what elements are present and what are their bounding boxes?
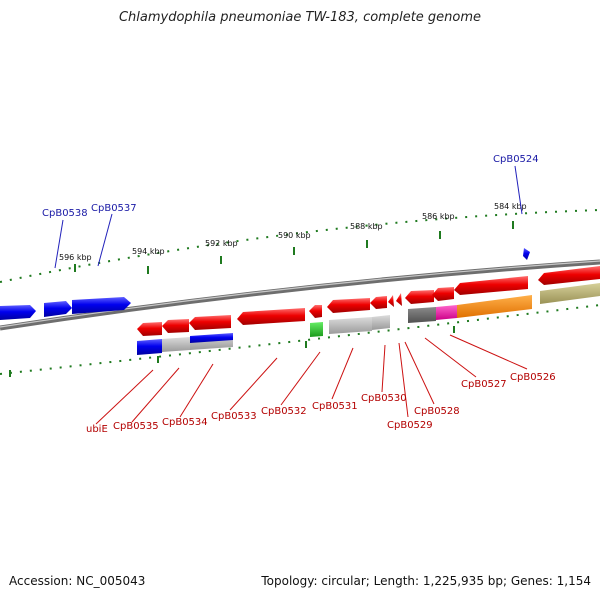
scale-label-594: 594 kbp [132,247,165,256]
gene-label-cpb0526: CpB0526 [510,372,556,383]
gene-label-cpb0524: CpB0524 [493,154,539,165]
gene-cpb0527a [405,290,434,304]
feature-magenta [436,305,457,320]
gene-cpb0535 [162,319,189,333]
feature-green [310,322,323,337]
top-leader-lines [54,165,523,269]
feature-row [137,283,600,355]
scale-major-ticks [74,221,514,274]
gene-label-cpb0535: CpB0535 [113,421,159,432]
feature-grey-mid2 [372,315,390,330]
scale-ring-outer [0,209,600,283]
scale-label-596: 596 kbp [59,253,92,262]
genome-backbone [0,259,600,331]
gene-label-cpb0530: CpB0530 [361,393,407,404]
scale-label-592: 592 kbp [205,239,238,248]
map-title: Chlamydophila pneumoniae TW-183, complet… [118,10,482,25]
feature-grey-left [162,337,190,352]
gene-ubie [137,322,162,336]
scale-label-586: 586 kbp [422,212,455,221]
gene-cpb0527b [432,287,454,301]
gene-cpb0538 [0,305,36,320]
scale-label-588: 588 kbp [350,222,383,231]
gene-cpb0531 [327,298,370,313]
feature-blue-strip [190,333,233,343]
feature-dark [408,307,436,323]
gene-right-edge [538,266,600,285]
scale-inner-ticks [9,326,455,377]
feature-grey-mid [329,317,372,334]
gene-label-cpb0531: CpB0531 [312,401,358,412]
gene-cpb0530 [370,296,387,309]
forward-genes [0,248,530,320]
gene-cpb0533 [237,308,305,325]
scale-label-584: 584 kbp [494,202,527,211]
gene-label-cpb0527: CpB0527 [461,379,507,390]
topology-text: Topology: circular; Length: 1,225,935 bp… [261,574,591,588]
feature-orange [457,295,532,318]
gene-cpb0528 [396,293,402,306]
gene-cpb0524 [523,248,530,260]
gene-label-cpb0528: CpB0528 [414,406,460,417]
bottom-leader-lines [95,334,528,425]
feature-olive [540,283,600,304]
scale-label-590: 590 kbp [278,231,311,240]
gene-cpb0526 [454,276,528,295]
gene-cpb0532 [309,305,322,318]
accession-text: Accession: NC_005043 [9,574,146,588]
gene-label-cpb0534: CpB0534 [162,417,208,428]
reverse-genes [137,266,600,336]
gene-label-cpb0538: CpB0538 [42,208,88,219]
gene-label-cpb0529: CpB0529 [387,420,433,431]
gene-label-cpb0533: CpB0533 [211,411,257,422]
scale-ring-inner [0,304,600,375]
gene-label-cpb0532: CpB0532 [261,406,307,417]
gene-cpb0537b [72,297,131,314]
gene-cpb0534 [189,315,231,330]
gene-label-cpb0537: CpB0537 [91,203,137,214]
gene-cpb0537a [44,301,72,317]
gene-cpb0529 [388,295,394,307]
gene-label-ubie: ubiE [86,424,108,435]
feature-blue-left [137,339,162,355]
